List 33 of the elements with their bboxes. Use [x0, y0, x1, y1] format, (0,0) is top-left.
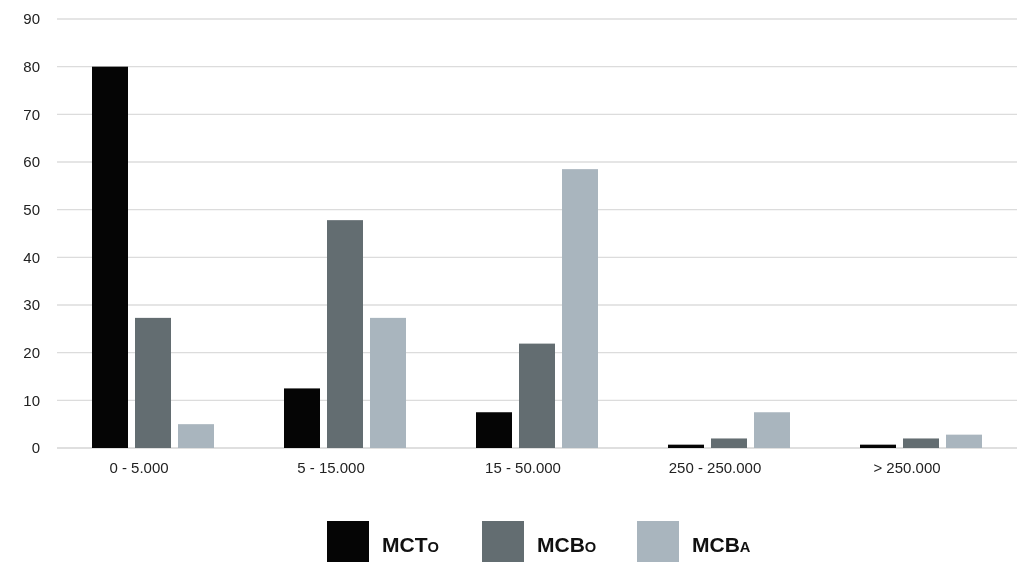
bar	[327, 220, 363, 448]
y-tick-label: 50	[23, 200, 40, 218]
bar	[711, 438, 747, 448]
bar	[135, 317, 171, 448]
bar	[178, 424, 214, 448]
x-tick-label: > 250.000	[873, 459, 941, 476]
y-tick-label: 90	[23, 10, 40, 28]
bar	[903, 438, 939, 448]
y-tick-label: 70	[23, 105, 40, 123]
x-tick-label: 5 - 15.000	[297, 459, 365, 476]
legend-label: MCTO	[382, 533, 439, 556]
y-tick-label: 60	[23, 153, 40, 171]
bar	[370, 317, 406, 448]
y-tick-label: 80	[23, 57, 40, 75]
bar	[92, 66, 128, 448]
x-tick-label: 250 - 250.000	[668, 459, 762, 476]
legend-label: MCBO	[537, 533, 597, 556]
bar	[860, 444, 896, 448]
bar	[476, 412, 512, 448]
y-tick-label: 0	[31, 439, 40, 457]
y-tick-label: 30	[23, 296, 40, 314]
bar	[946, 434, 982, 448]
y-tick-label: 10	[23, 391, 40, 409]
y-tick-label: 40	[23, 248, 40, 266]
bar	[284, 388, 320, 448]
bar	[754, 412, 790, 448]
bar	[519, 343, 555, 448]
legend-label: MCBA	[692, 533, 751, 556]
bar	[562, 169, 598, 448]
x-tick-label: 0 - 5.000	[109, 459, 169, 476]
y-tick-label: 20	[23, 343, 40, 361]
x-tick-label: 15 - 50.000	[485, 459, 561, 476]
bar	[668, 444, 704, 448]
